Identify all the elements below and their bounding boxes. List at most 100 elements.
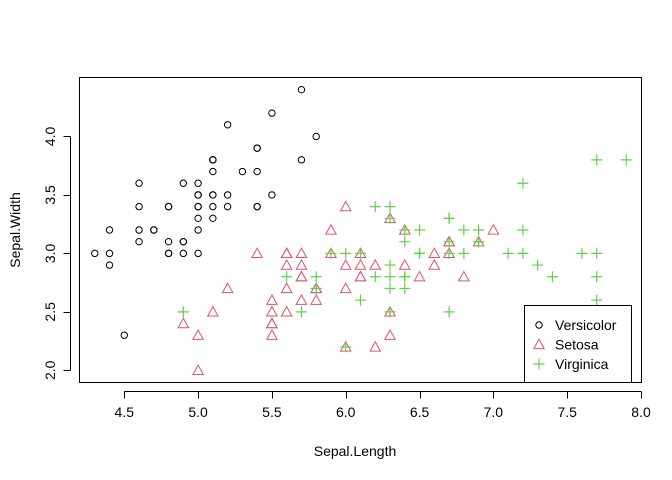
point-virginica xyxy=(340,247,352,259)
point-versicolor xyxy=(209,214,217,223)
point-versicolor xyxy=(253,202,261,211)
point-virginica xyxy=(414,247,426,259)
point-virginica xyxy=(458,247,470,259)
point-versicolor xyxy=(194,202,202,211)
point-versicolor xyxy=(194,214,202,223)
point-setosa xyxy=(265,305,278,317)
point-versicolor xyxy=(105,249,114,258)
point-setosa xyxy=(280,282,293,294)
point-versicolor xyxy=(194,226,202,234)
point-versicolor xyxy=(297,156,306,164)
point-virginica xyxy=(532,259,544,271)
point-virginica xyxy=(355,294,366,306)
point-virginica xyxy=(369,271,381,283)
point-setosa xyxy=(295,258,308,270)
point-setosa xyxy=(265,293,278,305)
point-virginica xyxy=(443,236,455,248)
point-versicolor xyxy=(150,226,158,234)
point-setosa xyxy=(295,247,308,259)
point-versicolor xyxy=(135,202,143,211)
point-versicolor xyxy=(194,179,202,187)
point-virginica xyxy=(502,247,514,259)
x-tick-label: 5.0 xyxy=(188,404,208,420)
x-tick-label: 4.5 xyxy=(115,404,135,420)
legend: Versicolor Setosa Virginica xyxy=(524,305,632,383)
y-tick-label: 3.0 xyxy=(42,243,58,263)
point-virginica xyxy=(443,306,455,318)
point-setosa xyxy=(251,247,264,259)
points-layer xyxy=(91,85,632,375)
point-setosa xyxy=(339,258,352,270)
point-versicolor xyxy=(253,144,261,152)
point-setosa xyxy=(354,270,367,282)
point-setosa xyxy=(295,293,308,305)
point-virginica xyxy=(576,247,588,259)
point-versicolor xyxy=(268,191,276,199)
y-tick-label: 2.5 xyxy=(42,302,58,322)
point-setosa xyxy=(265,317,278,329)
point-virginica xyxy=(399,282,411,294)
x-tick-label: 6.5 xyxy=(410,404,430,420)
point-setosa xyxy=(280,247,293,259)
point-virginica xyxy=(399,224,411,236)
point-virginica xyxy=(384,212,396,224)
point-virginica xyxy=(384,259,396,271)
legend-label-setosa: Setosa xyxy=(555,337,599,353)
point-versicolor xyxy=(268,109,276,117)
point-setosa xyxy=(265,317,278,329)
legend-marker-versicolor xyxy=(535,321,543,329)
point-setosa xyxy=(369,340,382,352)
point-versicolor xyxy=(209,167,217,176)
point-setosa xyxy=(428,247,441,259)
x-tick-label: 5.5 xyxy=(262,404,282,420)
plot-frame xyxy=(79,77,642,383)
x-tick-label: 7.0 xyxy=(484,404,504,420)
point-versicolor xyxy=(179,249,188,258)
point-versicolor xyxy=(194,191,202,199)
point-versicolor xyxy=(209,156,217,164)
point-virginica xyxy=(458,224,470,236)
point-virginica xyxy=(384,282,396,294)
point-virginica xyxy=(281,271,293,283)
point-versicolor xyxy=(179,179,188,187)
point-virginica xyxy=(517,247,529,259)
point-virginica xyxy=(384,306,396,318)
point-virginica xyxy=(369,201,381,213)
point-setosa xyxy=(428,258,441,270)
y-axis-title: Sepal.Width xyxy=(7,192,23,267)
point-setosa xyxy=(280,305,293,317)
point-setosa xyxy=(413,270,426,282)
point-virginica xyxy=(325,247,337,259)
point-versicolor xyxy=(135,237,143,246)
point-versicolor xyxy=(91,249,99,258)
point-virginica xyxy=(591,247,603,259)
point-setosa xyxy=(383,329,397,340)
point-versicolor xyxy=(105,261,114,269)
legend-box xyxy=(524,305,632,383)
point-setosa xyxy=(177,317,190,329)
point-versicolor xyxy=(164,249,173,258)
point-setosa xyxy=(280,247,293,259)
point-versicolor xyxy=(164,237,173,246)
point-virginica xyxy=(546,271,558,283)
point-setosa xyxy=(280,258,293,270)
point-virginica xyxy=(591,294,603,306)
point-setosa xyxy=(354,258,367,270)
point-setosa xyxy=(339,282,352,294)
x-tick-label: 6.0 xyxy=(336,404,356,420)
point-versicolor xyxy=(223,202,232,211)
point-virginica xyxy=(473,236,485,248)
point-virginica xyxy=(591,271,603,283)
point-virginica xyxy=(355,247,366,259)
point-versicolor xyxy=(253,167,261,176)
point-setosa xyxy=(192,329,205,340)
point-virginica xyxy=(517,224,529,236)
point-virginica xyxy=(295,306,307,318)
point-virginica xyxy=(310,271,322,283)
point-versicolor xyxy=(194,249,202,258)
point-versicolor xyxy=(223,191,232,199)
y-tick-label: 3.5 xyxy=(42,185,58,205)
point-virginica xyxy=(384,271,396,283)
point-setosa xyxy=(369,258,382,270)
point-virginica xyxy=(310,282,322,294)
